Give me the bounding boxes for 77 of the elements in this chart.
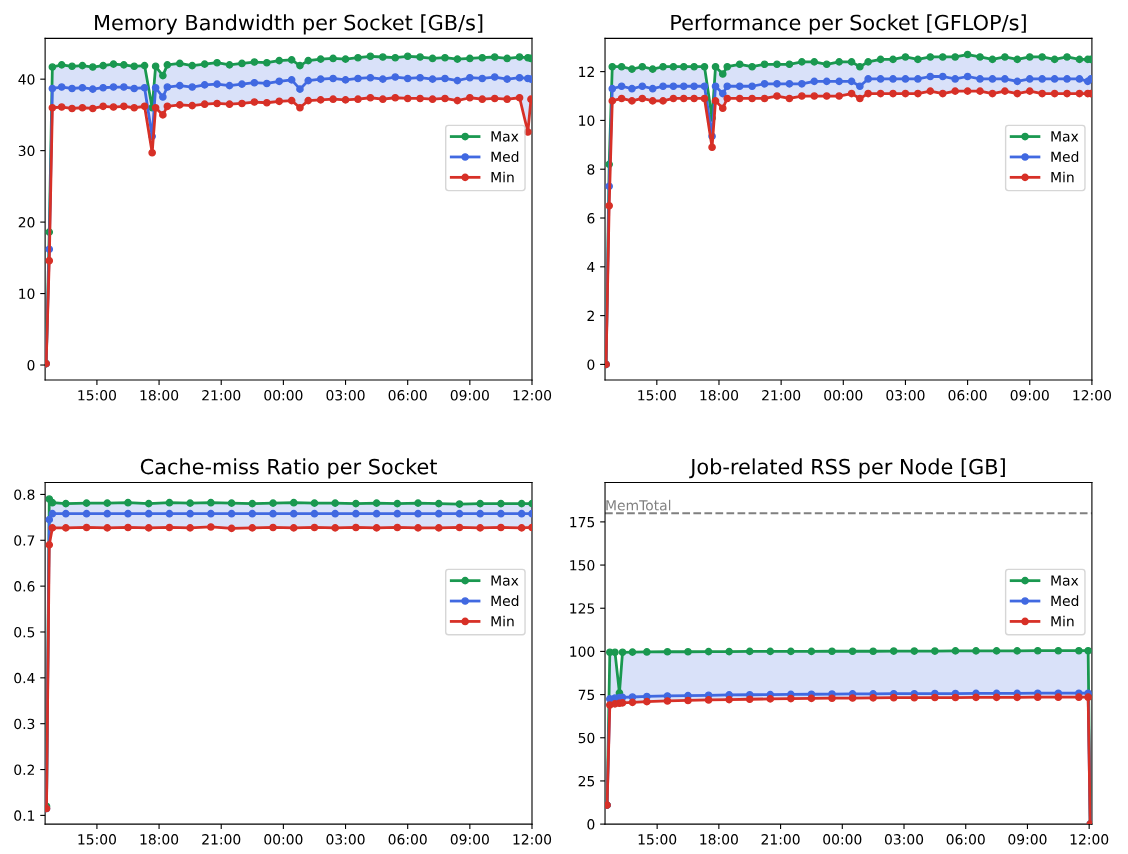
legend-label: Max [1051,575,1079,586]
x-tick-label: 00:00 [264,834,303,845]
y-tick-label: 150 [570,560,595,571]
y-tick-label: 10 [19,288,35,300]
y-tick-label: 0.5 [14,626,35,638]
x-tick-label: 06:00 [948,390,987,401]
y-tick-label: 25 [578,775,595,787]
x-tick-label: 12:00 [513,834,552,845]
x-tick-label: 03:00 [326,834,365,845]
y-tick-label: 50 [578,732,595,744]
y-tick-label: 0.4 [14,672,35,684]
y-tick-label: 20 [18,217,35,228]
legend-label: Med [1051,595,1079,607]
y-tick-label: 2 [587,310,594,321]
x-tick-label: 06:00 [388,834,427,845]
x-tick-label: 21:00 [202,390,241,401]
x-tick-label: 00:00 [264,390,303,401]
x-tick-label: 15:00 [638,834,677,845]
x-tick-label: 18:00 [140,390,179,401]
y-tick-label: 40 [18,74,35,85]
x-tick-label: 09:00 [1010,390,1049,401]
x-tick-label: 09:00 [450,390,489,401]
y-tick-label: 75 [578,689,595,701]
y-tick-label: 0.3 [14,718,35,730]
chart-title: Cache-miss Ratio per Socket [140,458,437,479]
y-tick-label: 0.2 [14,764,35,776]
y-tick-label: 12 [579,66,594,77]
y-tick-label: 0.8 [14,489,35,500]
legend-label: Min [1051,615,1074,627]
legend-label: Med [1051,151,1079,163]
x-tick-label: 18:00 [700,834,738,845]
x-tick-label: 18:00 [700,390,739,401]
y-tick-label: 0.1 [14,810,35,821]
ref-line-label: MemTotal [606,499,671,511]
y-tick-label: 4 [587,261,595,273]
x-tick-label: 21:00 [762,390,801,401]
x-tick-label: 03:00 [886,390,925,401]
x-tick-label: 18:00 [140,834,179,845]
y-tick-label: 0 [27,359,35,371]
legend-label: Max [491,131,519,142]
x-tick-label: 09:00 [450,834,489,845]
y-tick-label: 10 [579,115,595,126]
y-tick-label: 0.7 [14,535,35,546]
x-tick-label: 06:00 [388,390,427,401]
x-tick-label: 15:00 [78,390,117,401]
y-tick-label: 8 [587,164,595,175]
x-tick-label: 09:00 [1008,834,1047,845]
x-tick-label: 15:00 [638,390,676,401]
chart-title: Memory Bandwidth per Socket [GB/s] [95,14,483,35]
y-tick-label: 0.6 [14,581,35,592]
legend-label: Min [491,171,514,183]
legend-label: Max [491,575,519,586]
legend-label: Max [1051,131,1079,142]
y-tick-label: 175 [570,517,595,528]
legend-label: Med [491,151,519,163]
y-tick-label: 125 [570,603,595,614]
legend-label: Min [1051,171,1074,183]
y-tick-label: 100 [570,646,595,657]
legend-label: Min [491,615,514,627]
x-tick-label: 12:00 [1073,390,1111,401]
y-tick-label: 6 [587,212,595,224]
chart-title: Performance per Socket [GFLOP/s] [671,14,1026,35]
y-tick-label: 0 [587,359,595,370]
y-tick-label: 0 [587,819,595,830]
y-tick-label: 30 [18,145,35,157]
x-tick-label: 00:00 [824,390,863,401]
x-tick-label: 21:00 [202,834,241,845]
x-tick-label: 03:00 [884,834,924,845]
chart-title: Job-related RSS per Node [GB] [689,458,1005,479]
x-tick-label: 15:00 [78,834,117,845]
x-tick-label: 03:00 [326,390,365,401]
x-tick-label: 06:00 [946,834,985,845]
x-tick-label: 12:00 [1070,834,1109,845]
x-tick-label: 00:00 [823,834,862,845]
x-tick-label: 12:00 [513,390,552,401]
x-tick-label: 21:00 [761,834,800,845]
legend-label: Med [491,595,519,607]
